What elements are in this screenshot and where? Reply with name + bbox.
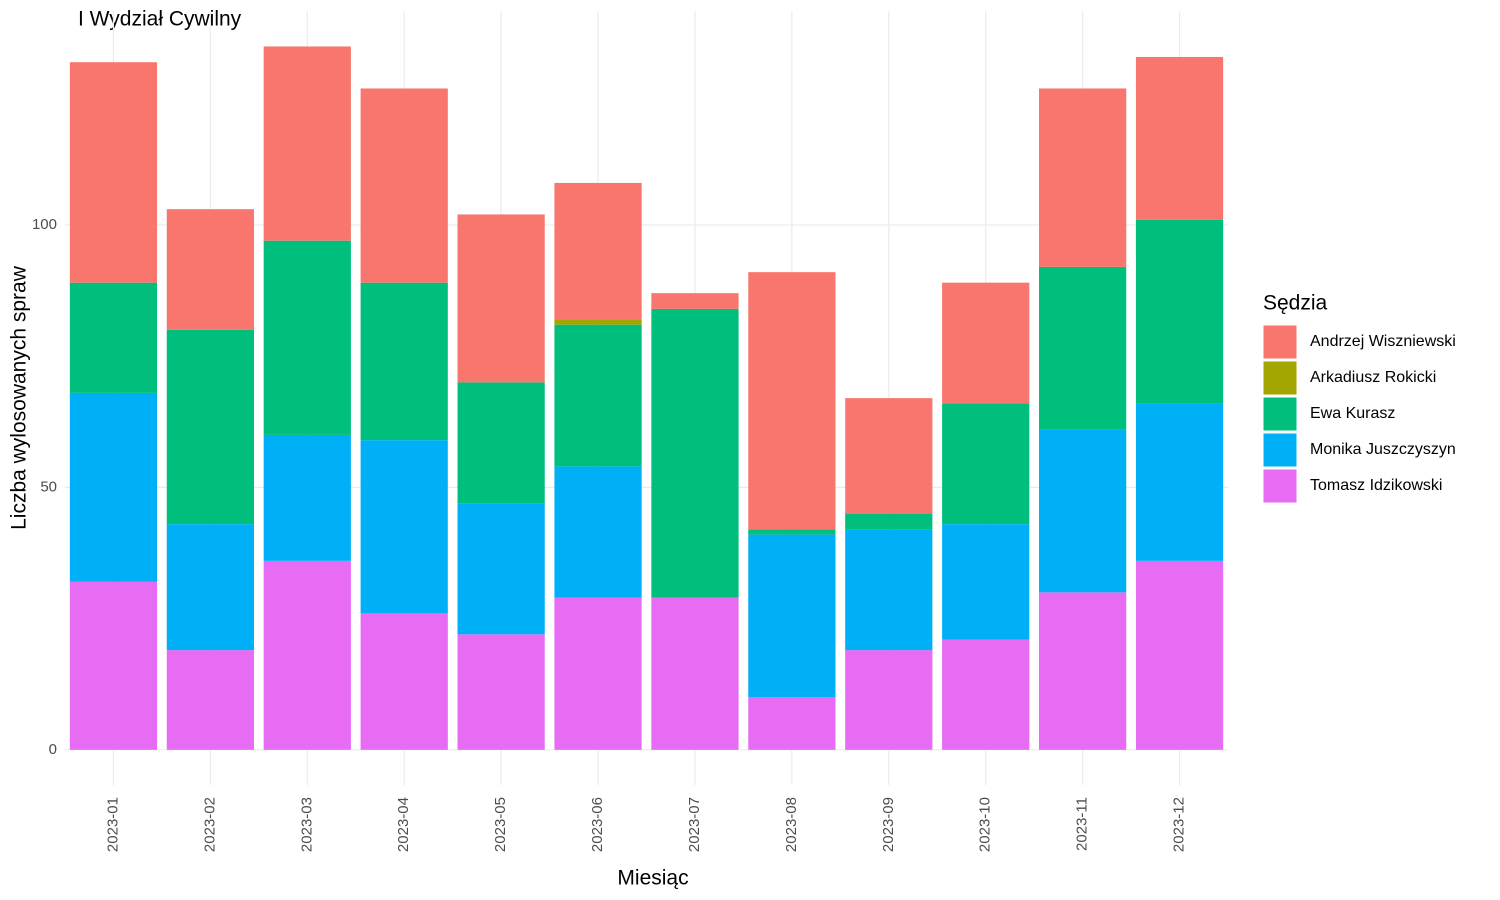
- bar-segment: [1039, 88, 1127, 267]
- x-tick-label: 2023-12: [1171, 797, 1188, 852]
- bar-segment: [845, 513, 933, 530]
- bar-segment: [263, 46, 351, 241]
- bar-segment: [942, 524, 1030, 640]
- bar-segment: [845, 529, 933, 651]
- x-tick-label: 2023-05: [492, 797, 509, 852]
- x-tick-label: 2023-04: [395, 797, 412, 852]
- legend-label: Tomasz Idzikowski: [1310, 477, 1442, 494]
- bar-segment: [1039, 592, 1127, 750]
- bar-segment: [1039, 266, 1127, 430]
- bar-segment: [166, 524, 254, 651]
- bar-segment: [1039, 429, 1127, 593]
- bar-segment: [457, 634, 545, 750]
- chart-title: I Wydział Cywilny: [78, 8, 242, 31]
- bar-segment: [748, 529, 836, 535]
- y-tick-label: 0: [49, 741, 57, 758]
- x-tick-label: 2023-09: [880, 797, 897, 852]
- bar-segment: [651, 293, 739, 309]
- x-tick-label: 2023-01: [104, 797, 121, 852]
- bar-segment: [554, 182, 642, 320]
- x-tick-label: 2023-03: [298, 797, 315, 852]
- bar-segment: [651, 597, 739, 750]
- bar-segment: [166, 650, 254, 750]
- bar-segment: [263, 434, 351, 561]
- bar-segment: [651, 308, 739, 598]
- bar-segment: [360, 613, 448, 750]
- bar-segment: [554, 319, 642, 325]
- bar-segment: [69, 282, 158, 393]
- legend-label: Ewa Kurasz: [1310, 405, 1395, 422]
- bar-segment: [263, 240, 351, 435]
- bar-segment: [748, 534, 836, 698]
- legend-swatch: [1262, 432, 1298, 468]
- bar-segment: [1135, 56, 1224, 220]
- bar-segment: [360, 282, 448, 441]
- bar-segment: [942, 282, 1030, 404]
- x-tick-label: 2023-07: [686, 797, 703, 852]
- y-axis-label: Liczba wylosowanych spraw: [8, 265, 31, 530]
- bar-segment: [69, 62, 158, 283]
- legend-swatch: [1262, 324, 1298, 360]
- x-tick-label: 2023-10: [977, 797, 994, 852]
- bar-segment: [1135, 403, 1224, 561]
- bar-segment: [1135, 219, 1224, 404]
- bar-segment: [360, 440, 448, 614]
- bar-segment: [166, 329, 254, 525]
- legend-label: Arkadiusz Rokicki: [1310, 369, 1436, 386]
- legend-label: Monika Juszczyszyn: [1310, 441, 1456, 458]
- x-tick-label: 2023-02: [201, 797, 218, 852]
- x-tick-label: 2023-11: [1074, 797, 1091, 851]
- legend-label: Andrzej Wiszniewski: [1310, 333, 1456, 350]
- bar-segment: [166, 209, 254, 330]
- bar-segment: [457, 214, 545, 383]
- legend-swatch: [1262, 468, 1298, 504]
- bar-segment: [845, 398, 933, 514]
- y-tick-label: 50: [40, 478, 57, 495]
- bar-segment: [457, 382, 545, 504]
- bar-segment: [554, 597, 642, 750]
- bar-segment: [942, 403, 1030, 525]
- bar-segment: [942, 639, 1030, 750]
- bar-segment: [554, 324, 642, 467]
- legend-title: Sędzia: [1263, 292, 1328, 315]
- bar-segment: [554, 466, 642, 598]
- x-tick-label: 2023-08: [783, 797, 800, 852]
- bar-segment: [845, 650, 933, 750]
- legend-swatch: [1262, 360, 1298, 396]
- bar-segment: [457, 503, 545, 635]
- legend-swatch: [1262, 396, 1298, 432]
- x-axis-label: Miesiąc: [617, 867, 688, 890]
- bar-segment: [69, 392, 158, 582]
- y-tick-label: 100: [32, 216, 57, 233]
- x-tick-label: 2023-06: [589, 797, 606, 852]
- bar-segment: [360, 88, 448, 283]
- bar-segment: [748, 697, 836, 750]
- bar-segment: [748, 272, 836, 530]
- bar-segment: [263, 560, 351, 750]
- bar-segment: [69, 581, 158, 750]
- bar-segment: [1135, 560, 1224, 750]
